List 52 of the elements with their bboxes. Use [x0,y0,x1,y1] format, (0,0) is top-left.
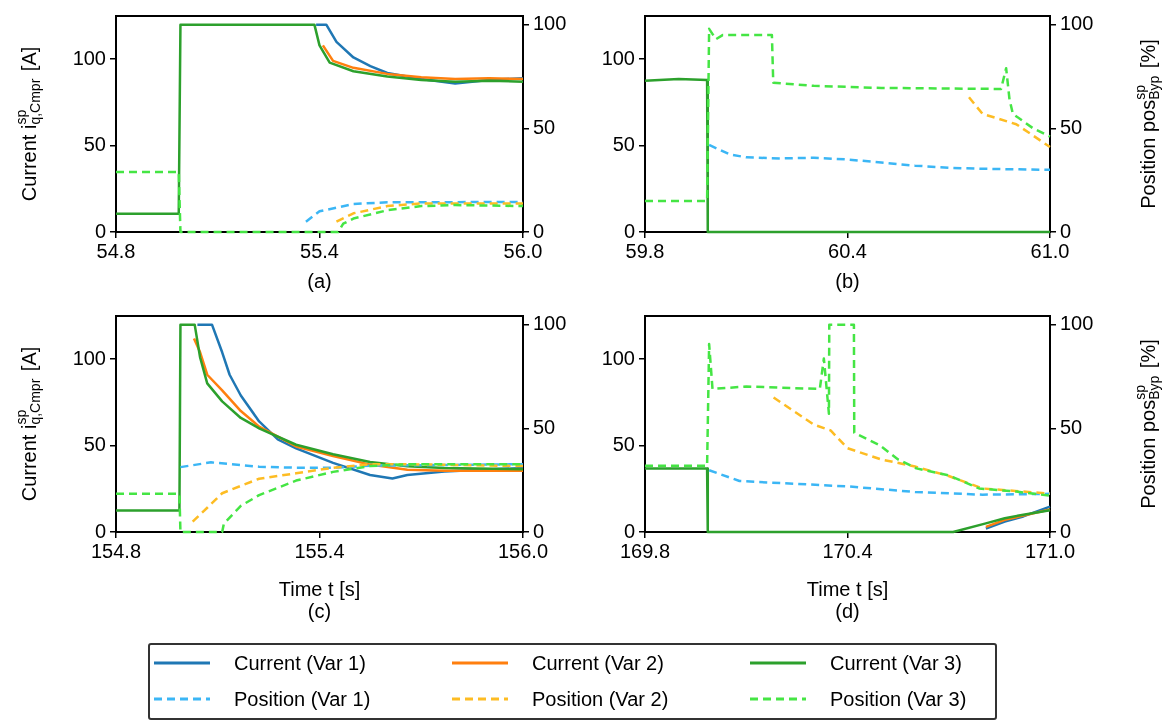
y2-tick-label: 0 [1060,519,1072,542]
y-tick-label: 50 [83,133,106,156]
x-tick-label: 156.0 [497,539,549,562]
legend-label: Current (Var 1) [234,651,366,675]
text: (a) [307,269,332,292]
x-tick-label: 171.0 [1024,539,1076,562]
text: (c) [307,599,332,622]
y2-axis-title: Position posspByp [%] [1131,339,1162,509]
x-tick-label: 55.4 [300,239,339,262]
y-tick-label: 50 [612,433,635,456]
y2-tick-label: 50 [1060,115,1083,138]
x-tick-label: 54.8 [96,239,136,262]
y-axis-title: Current ispq,Cmpr [A] [12,346,43,502]
x-axis-title: Time t [s] [806,577,889,600]
y2-tick-label: 0 [533,219,545,242]
x-tick-label: 56.0 [503,239,543,262]
legend-label: Position (Var 3) [830,687,967,711]
y2-tick-label: 100 [1060,312,1094,335]
legend-label: Current (Var 3) [830,651,962,675]
x-axis-title: Time t [s] [278,577,361,600]
y2-tick-label: 100 [1060,12,1094,35]
y2-tick-label: 50 [533,115,556,138]
y-tick-label: 50 [612,133,635,156]
legend-label: Position (Var 1) [234,687,371,711]
x-tick-label: 170.4 [822,539,873,562]
x-tick-label: 169.8 [619,539,671,562]
y-tick-label: 100 [601,346,635,369]
legend-label: Position (Var 2) [532,687,669,711]
x-tick-label: 155.4 [294,539,345,562]
y2-tick-label: 50 [1060,415,1083,438]
y2-tick-label: 100 [533,312,567,335]
x-tick-label: 60.4 [828,239,867,262]
y-tick-label: 0 [94,219,106,242]
y2-tick-label: 0 [1060,219,1072,242]
y-tick-label: 100 [72,46,106,69]
y-tick-label: 100 [601,46,635,69]
y2-axis-title: Position posspByp [%] [1131,39,1162,209]
text: (b) [835,269,860,292]
x-tick-label: 59.8 [625,239,665,262]
y-tick-label: 50 [83,433,106,456]
x-tick-label: 61.0 [1030,239,1070,262]
y-axis-title: Current ispq,Cmpr [A] [12,46,43,202]
x-tick-label: 154.8 [90,539,142,562]
y2-tick-label: 50 [533,415,556,438]
y2-tick-label: 0 [533,519,545,542]
y-tick-label: 0 [623,219,635,242]
y-tick-label: 0 [94,519,106,542]
y2-tick-label: 100 [533,12,567,35]
legend-label: Current (Var 2) [532,651,664,675]
y-tick-label: 0 [623,519,635,542]
y-tick-label: 100 [72,346,106,369]
text: (d) [835,599,860,622]
